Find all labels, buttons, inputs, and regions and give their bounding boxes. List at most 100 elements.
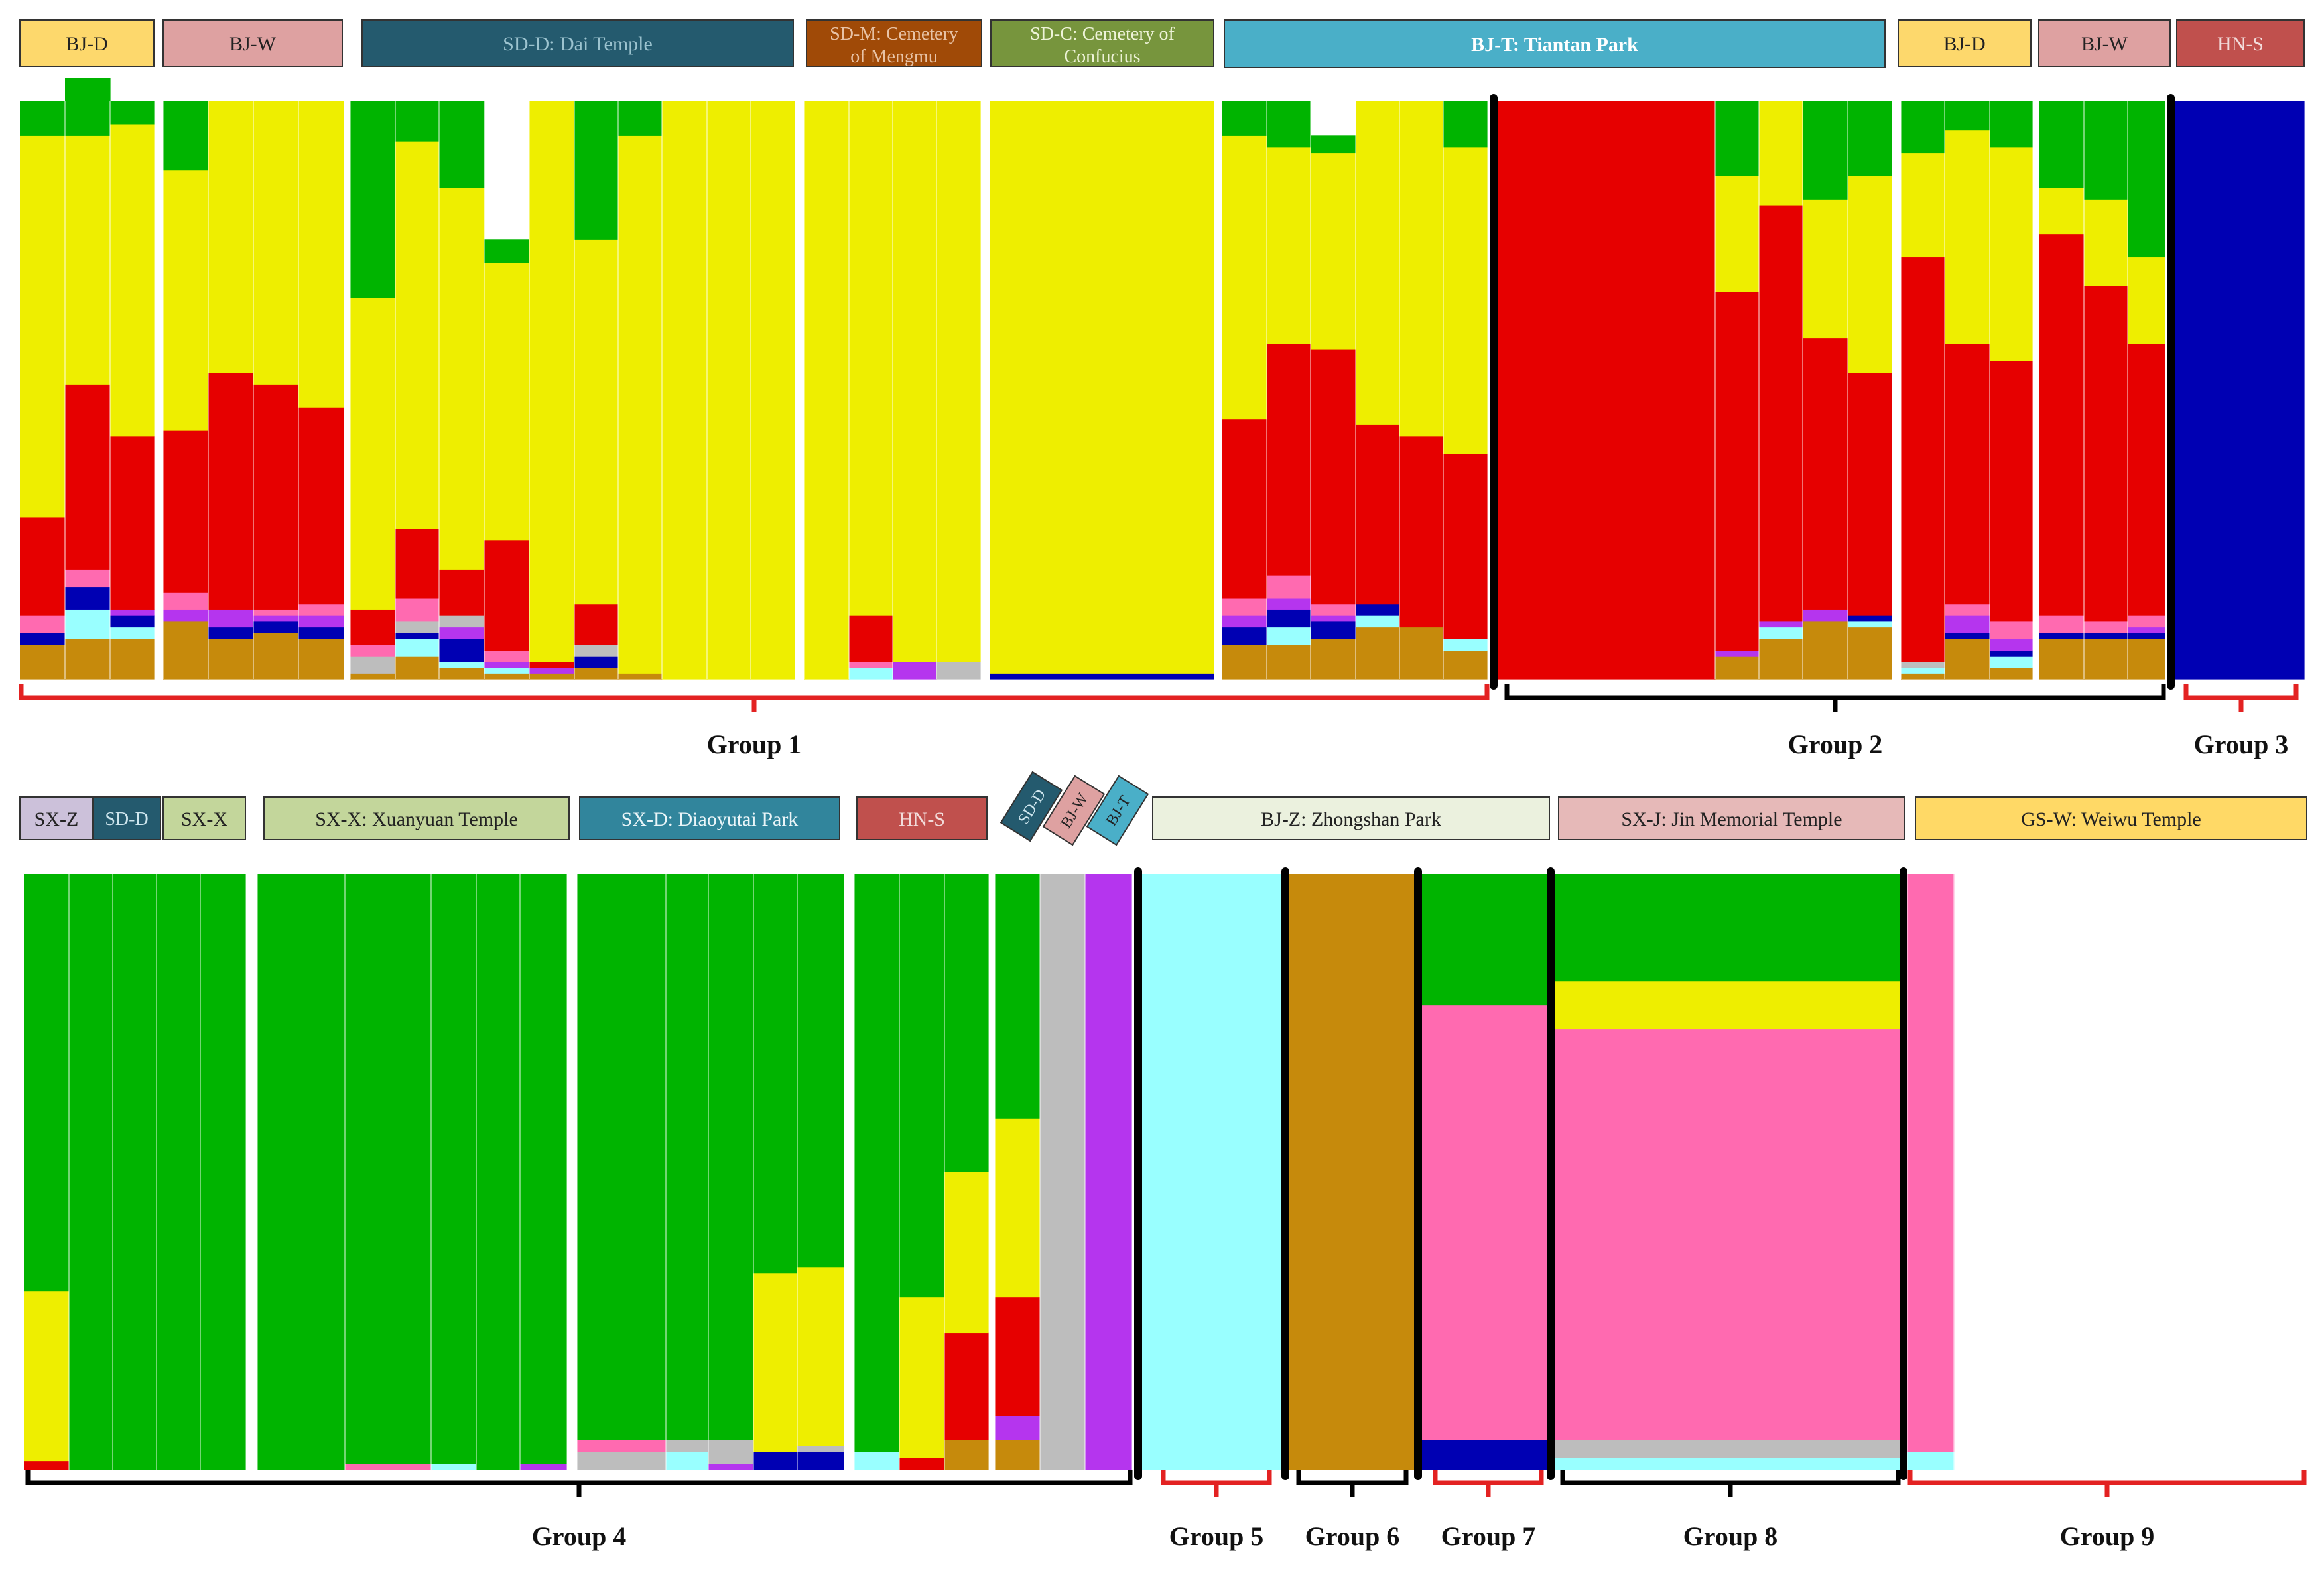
bottom-individual-10-green-segment bbox=[520, 874, 567, 1464]
top-individual-28-yellow-segment bbox=[1443, 147, 1488, 454]
top-individual-35-pink-segment bbox=[1945, 603, 1990, 616]
population-label-text: SD-C: Cemetery of Confucius bbox=[1030, 24, 1175, 67]
population-label-text: SX-D: Diaoyutai Park bbox=[621, 808, 799, 830]
top-individual-30-green-segment bbox=[1715, 101, 1760, 176]
bottom-individual-18-green-segment bbox=[944, 874, 989, 1172]
population-label-0-0: BJ-D bbox=[19, 19, 155, 67]
bottom-individual-15-yellow-segment bbox=[797, 1267, 844, 1446]
bottom-individual-25-pink-segment bbox=[1552, 1029, 1902, 1440]
top-individual-24-goldenrod-segment bbox=[1267, 644, 1311, 680]
bottom-individual-1-yellow-segment bbox=[24, 1290, 70, 1462]
bottom-individual-16-green-segment bbox=[854, 874, 900, 1452]
population-label-text: BJ-W bbox=[229, 33, 277, 55]
population-label-0-8: HN-S bbox=[2176, 19, 2305, 67]
top-individual-24-blue-segment bbox=[1267, 609, 1311, 628]
top-individual-36-pink-segment bbox=[1990, 621, 2033, 639]
population-label-box bbox=[2176, 19, 2305, 67]
bottom-individual-8-green-segment bbox=[431, 874, 477, 1464]
top-individual-32-red-segment bbox=[1803, 338, 1848, 610]
bottom-individual-13-purple-segment bbox=[708, 1464, 754, 1470]
population-label-1-4: SX-D: Diaoyutai Park bbox=[579, 796, 840, 840]
top-individual-2-yellow-segment bbox=[65, 135, 111, 385]
top-individual-32-goldenrod-segment bbox=[1803, 621, 1848, 680]
top-individual-25-green-segment bbox=[1311, 135, 1356, 154]
bottom-group-bracket-4 bbox=[1433, 1470, 1544, 1497]
population-label-box bbox=[1915, 796, 2307, 840]
top-individual-3-green-segment bbox=[110, 101, 155, 125]
top-individual-16-yellow-segment bbox=[707, 101, 751, 680]
bottom-individual-20-gray-segment bbox=[1040, 874, 1086, 1470]
top-individual-14-goldenrod-segment bbox=[618, 673, 663, 680]
top-individual-34-green-segment bbox=[1901, 101, 1945, 154]
top-individual-3-goldenrod-segment bbox=[110, 638, 155, 680]
top-individual-1-pink-segment bbox=[20, 615, 66, 633]
bottom-group-label-6: Group 9 bbox=[2060, 1521, 2155, 1551]
top-individual-13-green-segment bbox=[574, 101, 619, 240]
top-individual-9-red-segment bbox=[395, 529, 440, 599]
top-individual-38-red-segment bbox=[2084, 286, 2128, 622]
population-label-1-3: SX-X: Xuanyuan Temple bbox=[263, 796, 570, 840]
top-individual-32-purple-segment bbox=[1803, 609, 1848, 622]
top-individual-4-goldenrod-segment bbox=[163, 621, 209, 680]
bottom-group-label-3: Group 6 bbox=[1305, 1521, 1400, 1551]
top-group-bracket-2 bbox=[1504, 684, 2166, 712]
top-individual-1-yellow-segment bbox=[20, 135, 66, 518]
top-individual-35-goldenrod-segment bbox=[1945, 638, 1990, 680]
top-individual-10-blue-segment bbox=[439, 638, 485, 662]
top-individual-29-red-segment bbox=[1494, 101, 1716, 680]
top-individual-30-red-segment bbox=[1715, 291, 1760, 651]
top-individual-19-yellow-segment bbox=[849, 101, 893, 616]
top-individual-26-cyan-segment bbox=[1356, 615, 1400, 628]
top-individual-37-red-segment bbox=[2039, 233, 2085, 616]
population-label-0-3: SD-M: Cemetery of Mengmu bbox=[806, 19, 982, 67]
population-label-text: SD-D bbox=[105, 809, 148, 830]
population-label-text: BJ-Z: Zhongshan Park bbox=[1261, 808, 1441, 830]
top-individual-33-goldenrod-segment bbox=[1848, 627, 1892, 680]
bottom-individual-13-green-segment bbox=[708, 874, 754, 1440]
population-label-1-0: SX-Z bbox=[19, 796, 94, 840]
top-individual-33-yellow-segment bbox=[1848, 176, 1892, 373]
top-individual-3-cyan-segment bbox=[110, 627, 155, 639]
top-individual-36-cyan-segment bbox=[1990, 656, 2033, 668]
top-individual-17-yellow-segment bbox=[751, 101, 795, 680]
population-label-box bbox=[1898, 19, 2032, 67]
population-label-text: SX-J: Jin Memorial Temple bbox=[1621, 808, 1842, 830]
top-individual-12-yellow-segment bbox=[529, 101, 575, 662]
bottom-individual-8-cyan-segment bbox=[431, 1464, 477, 1470]
top-individual-21-gray-segment bbox=[936, 661, 981, 680]
population-label-text: BJ-W bbox=[2081, 33, 2128, 55]
population-label-text: HN-S bbox=[899, 808, 945, 830]
top-individual-8-green-segment bbox=[350, 101, 396, 298]
top-individual-28-goldenrod-segment bbox=[1443, 650, 1488, 680]
bottom-individual-19-purple-segment bbox=[995, 1416, 1041, 1440]
top-individual-23-red-segment bbox=[1222, 418, 1267, 599]
top-individual-7-purple-segment bbox=[298, 615, 344, 628]
top-individual-12-red-segment bbox=[529, 661, 575, 668]
top-individual-24-cyan-segment bbox=[1267, 627, 1311, 645]
top-group-label-1: Group 1 bbox=[707, 729, 802, 759]
population-label-1-1: SD-D bbox=[92, 796, 161, 840]
top-individual-13-yellow-segment bbox=[574, 239, 619, 605]
top-individual-7-yellow-segment bbox=[298, 101, 344, 408]
top-individual-5-purple-segment bbox=[208, 609, 254, 628]
top-individual-6-goldenrod-segment bbox=[253, 633, 299, 680]
top-individual-8-goldenrod-segment bbox=[350, 673, 396, 680]
bottom-individual-1-green-segment bbox=[24, 874, 70, 1292]
top-group-label-2: Group 2 bbox=[1788, 729, 1883, 759]
bottom-individual-25-green-segment bbox=[1552, 874, 1902, 982]
population-label-box bbox=[361, 19, 794, 67]
population-label-text: SX-X: Xuanyuan Temple bbox=[315, 808, 518, 830]
population-label-box bbox=[263, 796, 570, 840]
top-individual-36-green-segment bbox=[1990, 101, 2033, 148]
bottom-individual-19-red-segment bbox=[995, 1296, 1041, 1416]
top-individual-34-red-segment bbox=[1901, 257, 1945, 662]
population-label-0-1: BJ-W bbox=[162, 19, 343, 67]
top-individual-2-red-segment bbox=[65, 384, 111, 570]
top-individual-3-yellow-segment bbox=[110, 123, 155, 437]
population-label-box bbox=[162, 796, 246, 840]
population-label-1-11: GS-W: Weiwu Temple bbox=[1915, 796, 2307, 840]
top-individual-1-blue-segment bbox=[20, 633, 66, 645]
bottom-individual-14-green-segment bbox=[753, 874, 798, 1274]
top-individual-38-blue-segment bbox=[2084, 633, 2128, 639]
